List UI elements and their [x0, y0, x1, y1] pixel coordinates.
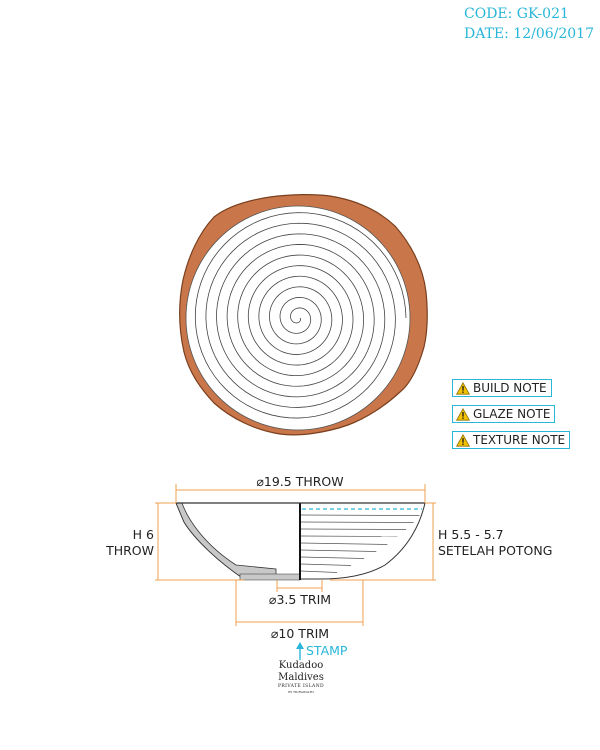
texture-line: [300, 528, 407, 530]
texture-note-button[interactable]: TEXTURE NOTE: [452, 431, 571, 449]
bowl-interior: [185, 205, 411, 431]
dim-label-foot-trim: ⌀3.5 TRIM: [268, 592, 332, 607]
texture-line: [300, 563, 352, 566]
texture-line: [300, 549, 377, 552]
stamp-label: STAMP: [306, 643, 348, 658]
bowl-side-view: [175, 502, 426, 581]
texture-lines: [300, 514, 420, 573]
texture-line: [300, 542, 388, 545]
dimension-lines: [155, 484, 436, 626]
warning-icon: [455, 407, 471, 421]
warning-icon: [455, 433, 471, 447]
dim-label-height-throw-value: H 6: [132, 527, 154, 542]
texture-line: [300, 514, 420, 516]
kudadoo-logo: Kudadoo Maldives PRIVATE ISLAND BY HURAW…: [256, 660, 346, 695]
code-label: CODE: GK-021: [464, 6, 569, 22]
notes-panel: BUILD NOTE GLAZE NOTE TEXTURE NOTE: [452, 379, 582, 457]
logo-brand: Kudadoo Maldives: [278, 660, 324, 683]
stamp-arrow-icon: [296, 642, 304, 660]
throwing-spiral: [194, 212, 407, 419]
bowl-outline-right: [299, 502, 426, 580]
glaze-note-label: GLAZE NOTE: [473, 407, 551, 421]
dim-label-height-cut-value: H 5.5 - 5.7: [438, 527, 504, 542]
dim-label-base-trim: ⌀10 TRIM: [270, 626, 330, 641]
texture-line: [300, 570, 338, 573]
warning-icon: [455, 381, 471, 395]
bowl-top-view: [179, 194, 428, 436]
logo-tiny: BY HURAWALHI: [288, 690, 314, 694]
dim-label-height-throw-label: THROW: [106, 543, 154, 558]
foot-section: [239, 573, 301, 581]
header-block: CODE: GK-021 DATE: 12/06/2017: [464, 4, 594, 44]
glaze-note-button[interactable]: GLAZE NOTE: [452, 405, 556, 423]
date-label: DATE: 12/06/2017: [464, 26, 594, 42]
texture-note-label: TEXTURE NOTE: [473, 433, 566, 447]
dim-label-height-cut-label: SETELAH POTONG: [438, 543, 553, 558]
build-note-label: BUILD NOTE: [473, 381, 547, 395]
texture-line: [300, 535, 398, 537]
texture-line: [300, 521, 414, 523]
texture-line: [300, 556, 365, 559]
build-note-button[interactable]: BUILD NOTE: [452, 379, 552, 397]
bowl-wall-section: [175, 502, 277, 580]
dim-label-diameter-throw: ⌀19.5 THROW: [256, 474, 344, 489]
logo-sub: PRIVATE ISLAND: [277, 684, 325, 689]
